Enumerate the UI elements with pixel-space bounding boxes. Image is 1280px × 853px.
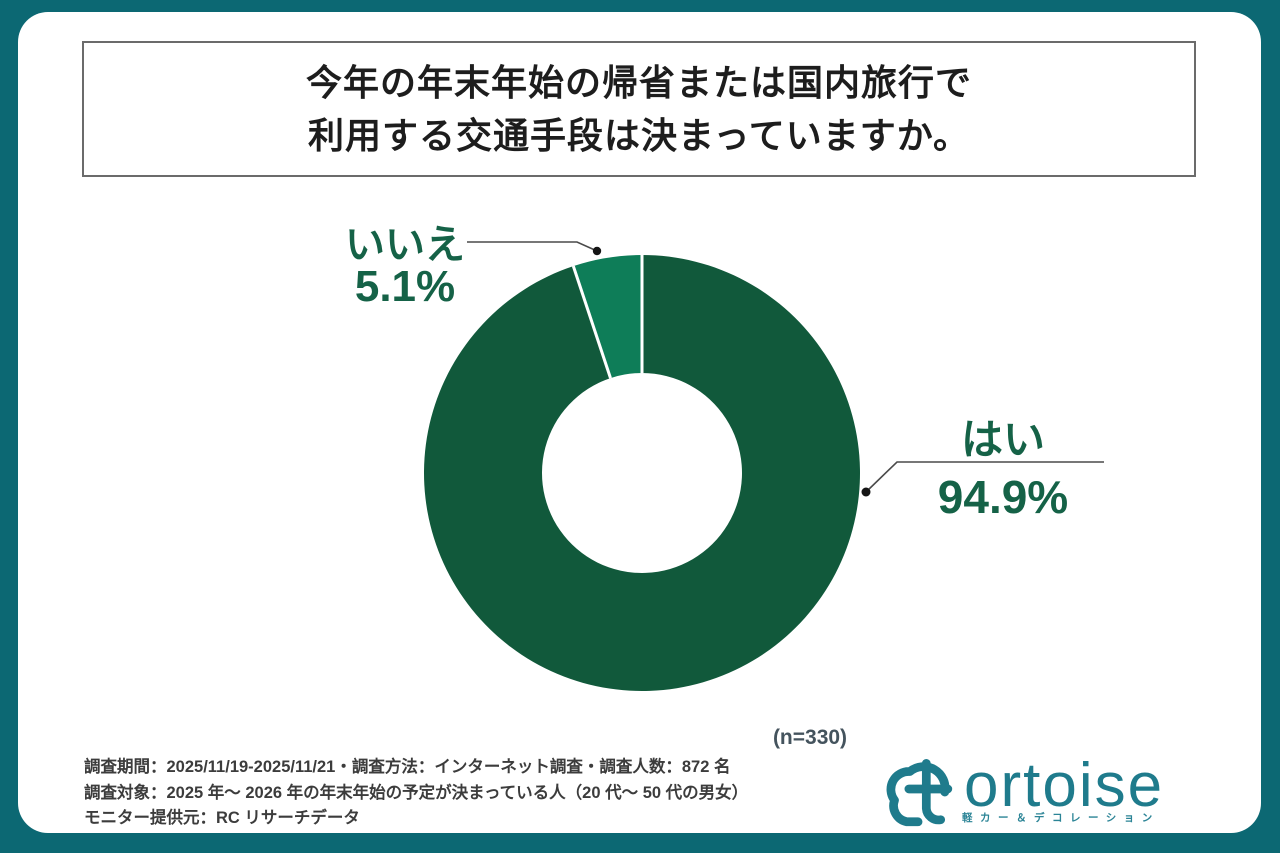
title-box: 今年の年末年始の帰省または国内旅行で 利用する交通手段は決まっていますか。 <box>82 41 1196 177</box>
label-yes-value: 94.9% <box>937 471 1069 523</box>
logo-wordmark: ortoise <box>964 751 1165 820</box>
donut-slice-yes <box>424 255 860 691</box>
survey-footnote: 調査期間：2025/11/19-2025/11/21・調査方法：インターネット調… <box>84 755 748 832</box>
cloud-t-logo-icon <box>886 758 953 827</box>
slice-divider-line <box>571 265 612 379</box>
label-no-value: 5.1% <box>354 262 456 311</box>
tortoise-logo: ortoise <box>866 750 1211 830</box>
label-no-name: いいえ <box>345 223 465 267</box>
sample-size-note: (n=330) <box>772 726 848 749</box>
survey-footnote-line3: モニター提供元：RC リサーチデータ <box>84 809 360 827</box>
page-title-line2: 利用する交通手段は決まっていますか。 <box>307 115 971 156</box>
logo-tagline: 軽カー＆デコレーション <box>962 812 1160 824</box>
survey-footnote-line2: 調査対象：2025 年～ 2026 年の年末年始の予定が決まっている人（20 代… <box>84 783 749 802</box>
donut-chart <box>424 255 860 691</box>
label-yes-name: はい <box>960 416 1045 463</box>
page-title-line1: 今年の年末年始の帰省または国内旅行で <box>305 62 972 103</box>
survey-footnote-line1: 調査期間：2025/11/19-2025/11/21・調査方法：インターネット調… <box>84 758 731 776</box>
donut-slice-no <box>573 255 642 379</box>
